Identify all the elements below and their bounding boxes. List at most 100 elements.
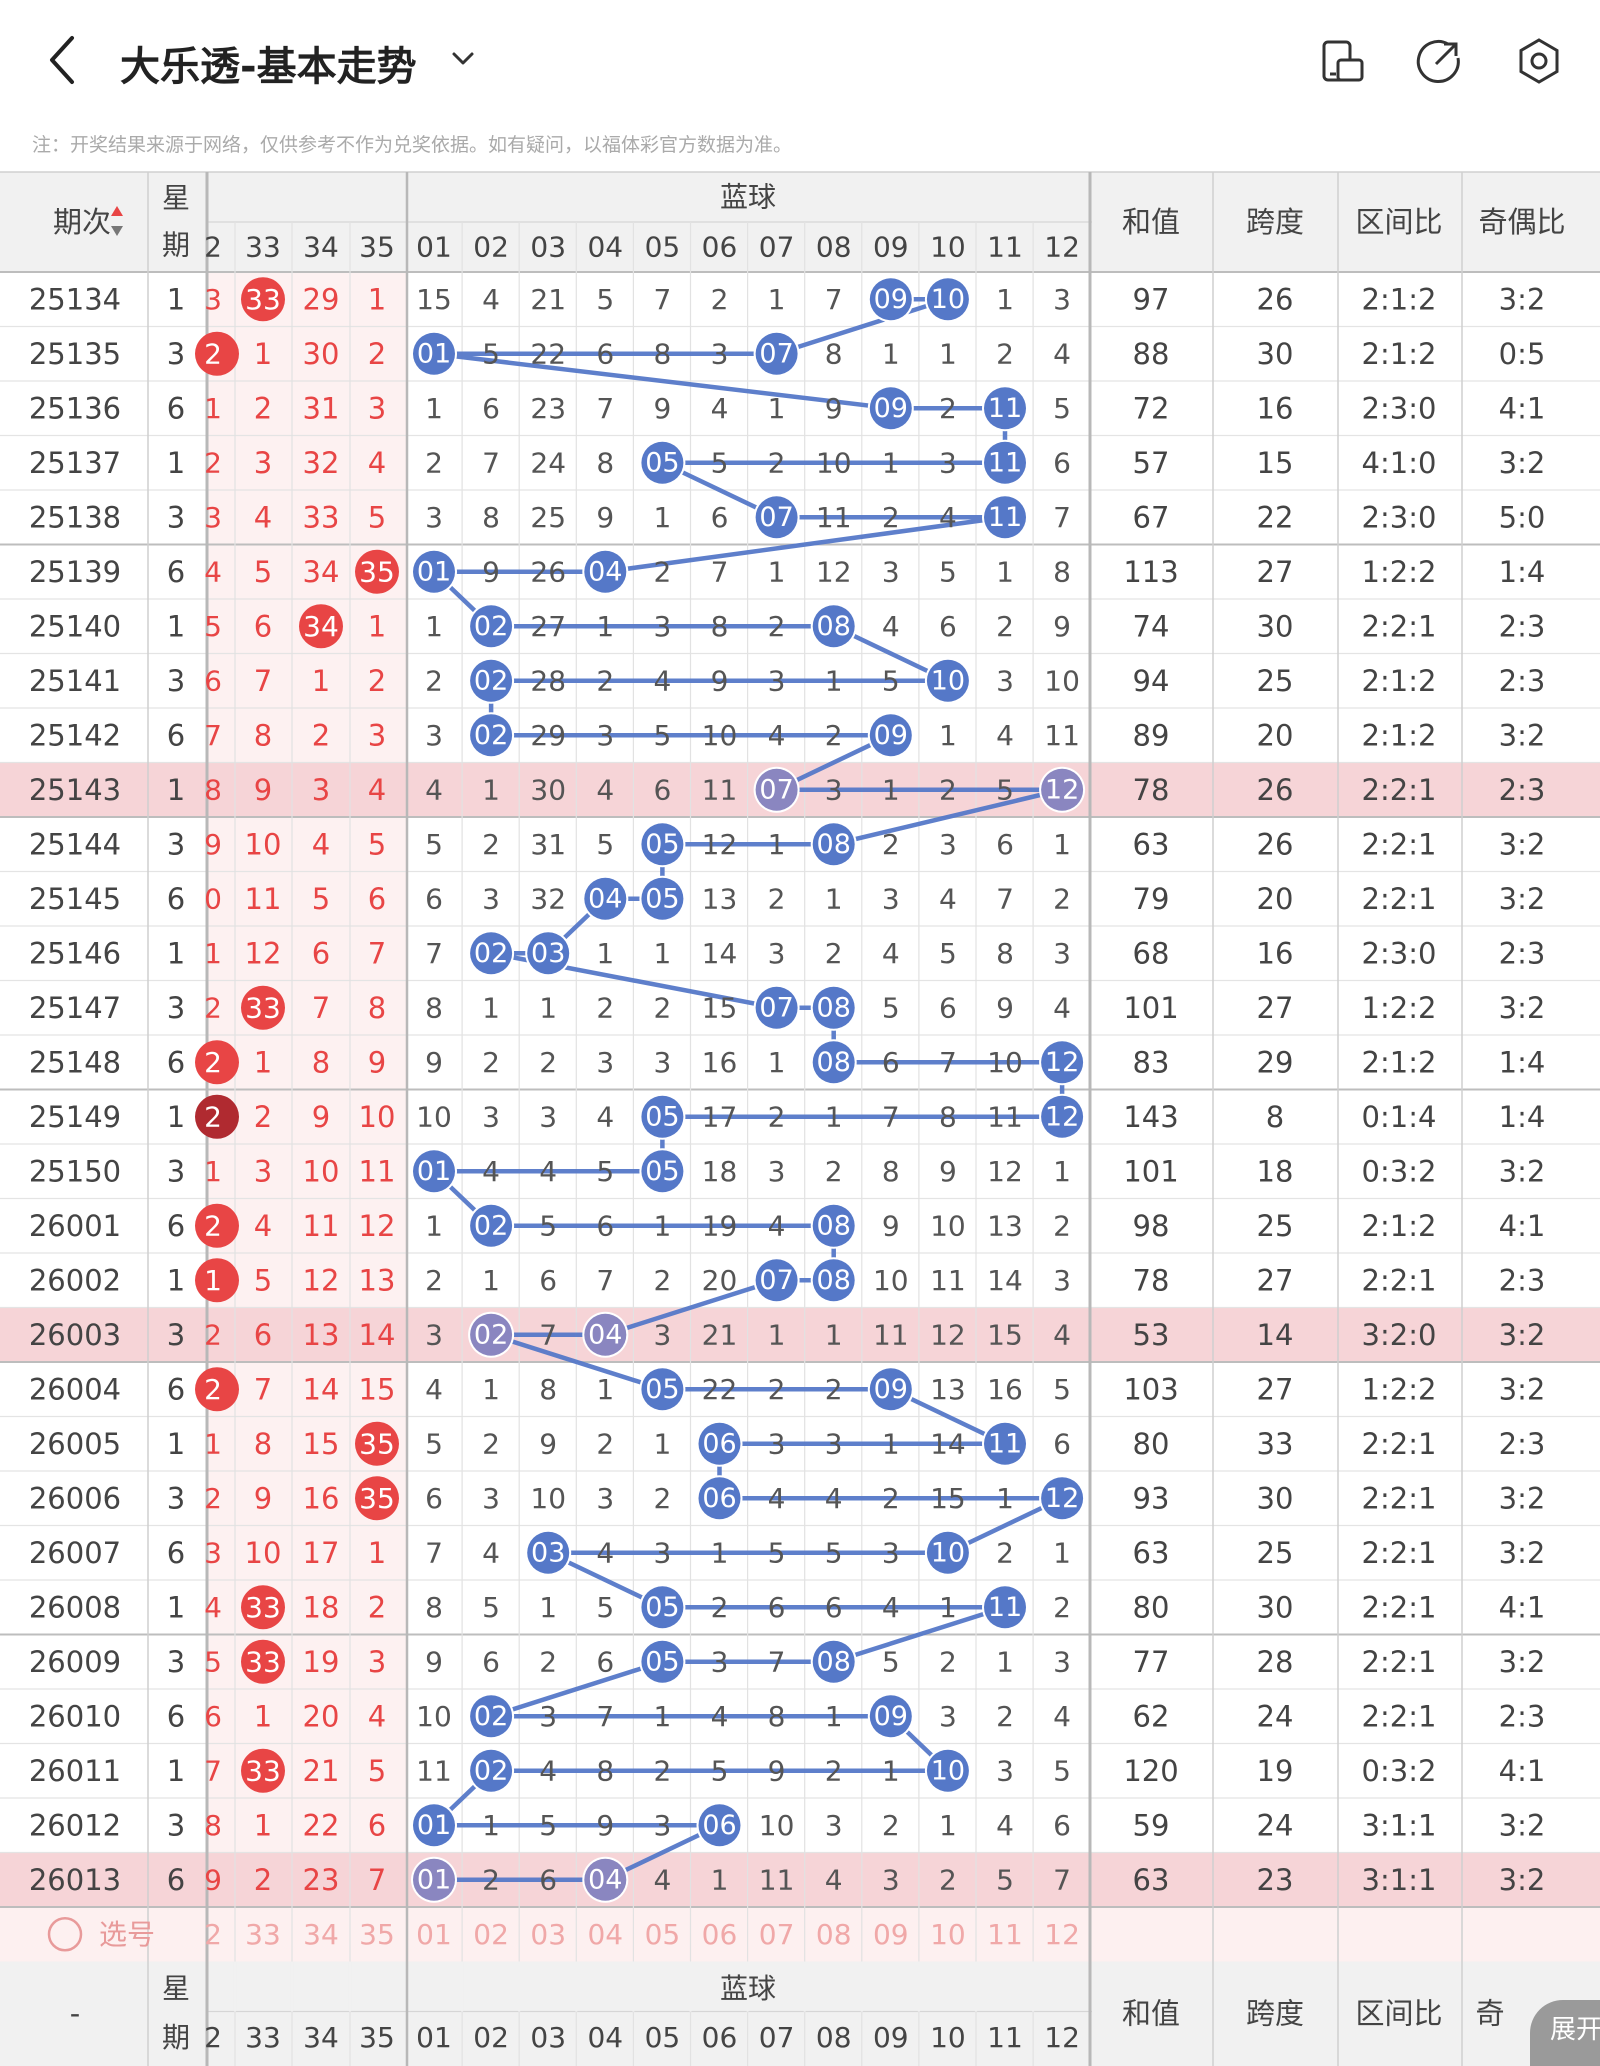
select-blue-cell: 02 xyxy=(473,1918,509,1951)
blue-miss-cell: 3 xyxy=(1053,1264,1071,1297)
blue-miss-cell: 5 xyxy=(939,555,957,588)
blue-miss-cell: 9 xyxy=(425,1645,443,1678)
front-miss-cell: 9 xyxy=(254,773,272,807)
blue-miss-cell: 4 xyxy=(939,501,957,534)
blue-miss-cell: 9 xyxy=(996,991,1014,1024)
select-row[interactable]: 选号 2 33 34 35 01 02 03 04 05 06 07 08 09 10 11 12 xyxy=(47,1917,1080,1952)
blue-miss-cell: 5 xyxy=(653,719,671,752)
blue-miss-cell: 5 xyxy=(425,828,443,861)
blue-ball-hit xyxy=(527,932,570,975)
blue-ball-number: 05 xyxy=(645,1156,679,1187)
settings-icon[interactable] xyxy=(1514,36,1564,86)
span-cell: 30 xyxy=(1257,609,1294,643)
blue-miss-cell: 1 xyxy=(653,1209,671,1242)
blue-miss-cell: 11 xyxy=(987,1100,1023,1133)
blue-miss-cell: 1 xyxy=(482,1264,500,1297)
blue-miss-cell: 2 xyxy=(825,1754,843,1787)
footer-blue-col: 10 xyxy=(930,2021,966,2054)
weekday-cell: 1 xyxy=(167,1263,185,1297)
footer-blue-col: 09 xyxy=(873,2021,909,2054)
blue-miss-cell: 1 xyxy=(768,283,786,316)
blue-miss-cell: 4 xyxy=(825,1482,843,1515)
blue-miss-cell: 4 xyxy=(711,392,729,425)
share-icon[interactable] xyxy=(1414,36,1464,86)
sum-cell: 98 xyxy=(1133,1209,1170,1243)
blue-miss-cell: 25 xyxy=(530,501,566,534)
front-partial-cell: 4 xyxy=(204,1591,222,1624)
sort-icon[interactable] xyxy=(111,206,123,236)
blue-miss-cell: 4 xyxy=(1053,1700,1071,1733)
blue-miss-cell: 3 xyxy=(653,1318,671,1351)
blue-miss-cell: 2 xyxy=(711,1591,729,1624)
footer-sum: 和值 xyxy=(1122,1997,1180,2031)
zone-cell: 1:2:2 xyxy=(1362,991,1437,1025)
blue-ball-hit xyxy=(984,1586,1026,1629)
odd-even-cell: 3:2 xyxy=(1499,1645,1546,1679)
blue-miss-cell: 1 xyxy=(882,337,900,370)
blue-miss-cell: 3 xyxy=(596,1046,614,1079)
blue-miss-cell: 30 xyxy=(530,773,566,806)
front-partial-cell: 1 xyxy=(204,1155,222,1188)
blue-miss-cell: 2 xyxy=(882,828,900,861)
blue-miss-cell: 2 xyxy=(596,664,614,697)
blue-miss-cell: 8 xyxy=(596,446,614,479)
blue-miss-cell: 27 xyxy=(530,610,566,643)
blue-ball-number: 02 xyxy=(474,611,508,642)
front-miss-cell: 7 xyxy=(368,936,386,970)
table-row: 25141 3 6 7 1 2 2 02 28 2 4 9 3 1 5 10 3 10 94 25 2:1:2 2:3 xyxy=(29,657,1545,704)
blue-miss-cell: 2 xyxy=(768,1100,786,1133)
front-ball-number: 33 xyxy=(245,283,281,316)
front-miss-cell: 6 xyxy=(368,882,386,916)
front-ball-number: 35 xyxy=(359,1427,395,1460)
blue-col-header: 03 xyxy=(530,231,566,264)
front-miss-cell: 1 xyxy=(368,282,386,316)
front-partial-cell: 1 xyxy=(204,1264,222,1297)
blue-ball-hit xyxy=(812,1259,855,1302)
blue-miss-cell: 1 xyxy=(425,610,443,643)
blue-ball-hit xyxy=(869,387,912,430)
front-ball-number: 33 xyxy=(245,1591,281,1624)
period-cell: 25134 xyxy=(29,282,121,316)
blue-miss-cell: 20 xyxy=(702,1264,738,1297)
span-cell: 27 xyxy=(1257,1372,1294,1406)
odd-even-cell: 1:4 xyxy=(1499,1100,1546,1134)
blue-ball-number: 04 xyxy=(588,556,622,587)
blue-miss-cell: 1 xyxy=(768,392,786,425)
front-miss-cell: 9 xyxy=(368,1045,386,1079)
blue-miss-cell: 2 xyxy=(882,501,900,534)
front-ball-hit xyxy=(241,277,285,322)
chevron-down-icon[interactable] xyxy=(448,44,478,74)
device-icon[interactable] xyxy=(1318,36,1368,86)
weekday-cell: 6 xyxy=(167,1372,185,1406)
sum-cell: 94 xyxy=(1133,664,1170,698)
span-cell: 24 xyxy=(1257,1699,1294,1733)
weekday-cell: 3 xyxy=(167,500,185,534)
blue-miss-cell: 4 xyxy=(596,1100,614,1133)
front-ball-hit xyxy=(195,331,239,376)
page-title[interactable]: 大乐透-基本走势 xyxy=(120,44,417,90)
front-miss-cell: 7 xyxy=(254,1372,272,1406)
front-miss-cell: 8 xyxy=(312,1045,330,1079)
expand-button[interactable]: 展开 xyxy=(1530,2000,1600,2066)
span-cell: 28 xyxy=(1257,1645,1294,1679)
select-radio-icon[interactable] xyxy=(47,1917,83,1952)
blue-miss-cell: 2 xyxy=(1053,1209,1071,1242)
blue-miss-cell: 2 xyxy=(768,882,786,915)
blue-miss-cell: 5 xyxy=(882,664,900,697)
blue-ball-number: 08 xyxy=(817,992,851,1023)
blue-miss-cell: 2 xyxy=(596,1427,614,1460)
front-ball-hit xyxy=(355,1421,399,1466)
blue-miss-cell: 6 xyxy=(653,773,671,806)
blue-miss-cell: 4 xyxy=(1053,337,1071,370)
blue-miss-cell: 10 xyxy=(1044,664,1080,697)
blue-ball-number: 05 xyxy=(645,1646,679,1677)
sum-cell: 79 xyxy=(1133,882,1170,916)
back-icon[interactable] xyxy=(42,30,82,90)
blue-miss-cell: 8 xyxy=(425,1591,443,1624)
front-ball-hit xyxy=(355,1476,399,1521)
period-cell: 25138 xyxy=(29,500,121,534)
blue-miss-cell: 2 xyxy=(653,991,671,1024)
blue-col-header: 07 xyxy=(759,231,795,264)
blue-ball-hit xyxy=(641,1095,684,1138)
sum-cell: 97 xyxy=(1133,282,1170,316)
